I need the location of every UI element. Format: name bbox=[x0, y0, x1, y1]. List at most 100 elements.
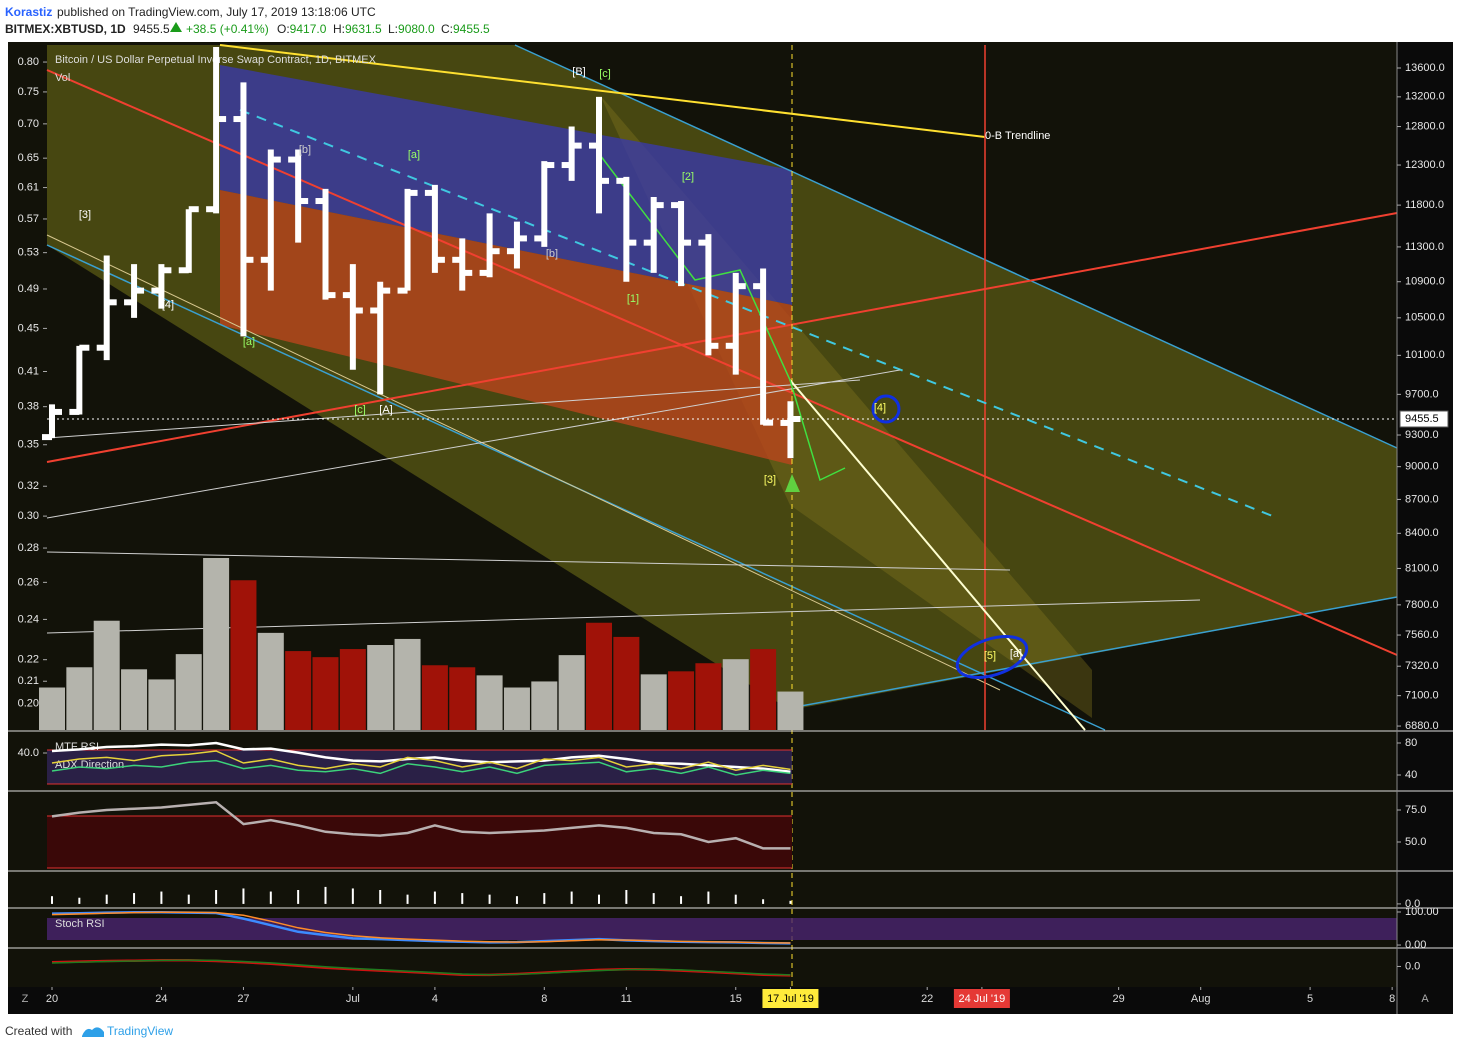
y2-tick-label: 0.22 bbox=[18, 654, 39, 666]
volume-bar bbox=[750, 649, 777, 730]
cyan-dashed bbox=[239, 109, 1276, 518]
y-tick-label: 80 bbox=[1405, 737, 1417, 749]
footer-brand[interactable]: TradingView bbox=[107, 1024, 173, 1038]
histogram-bar bbox=[105, 894, 108, 904]
volume-bar bbox=[449, 667, 476, 730]
wave-label: [a] bbox=[408, 149, 420, 161]
close-label: C: bbox=[441, 22, 453, 36]
change-arrow bbox=[170, 22, 182, 32]
x-tick-label: 8 bbox=[1389, 993, 1395, 1005]
volume-bar bbox=[175, 654, 202, 730]
wave-label: [4] bbox=[162, 299, 174, 311]
histogram-bar bbox=[406, 894, 409, 904]
x-tick-label: 17 Jul '19 bbox=[767, 993, 814, 1005]
volume-bar bbox=[722, 659, 749, 730]
high-label: H: bbox=[333, 22, 345, 36]
gray-line bbox=[46, 551, 1011, 571]
signal-triangle bbox=[785, 474, 800, 492]
chart-subtitle: Vol bbox=[55, 72, 70, 84]
last: 9455.5 bbox=[133, 22, 170, 36]
trendline-0b bbox=[219, 44, 986, 138]
wave-label: [1] bbox=[627, 293, 639, 305]
volume-bar bbox=[531, 681, 558, 730]
y-tick-label: 11300.0 bbox=[1405, 241, 1444, 253]
wave-label: [c] bbox=[599, 68, 611, 80]
histogram-bar bbox=[297, 890, 300, 904]
x-tick-label: Aug bbox=[1191, 993, 1211, 1005]
indicator-line bbox=[51, 750, 791, 771]
wave-label: [3] bbox=[79, 209, 91, 221]
y2-tick-label: 0.70 bbox=[18, 118, 39, 130]
y2-tick-label: 0.24 bbox=[18, 613, 39, 625]
channel-upper bbox=[514, 44, 1398, 449]
y-tick-label: 10900.0 bbox=[1405, 276, 1445, 288]
volume-bar bbox=[66, 667, 93, 730]
marks: 13600.013200.012800.012300.011800.011300… bbox=[18, 46, 1449, 1008]
indicator-line bbox=[51, 959, 791, 976]
indicator-line bbox=[51, 759, 791, 776]
histogram-bar bbox=[515, 896, 518, 904]
auto-button[interactable]: A bbox=[1421, 993, 1429, 1005]
volume-bar bbox=[257, 632, 284, 730]
volume-bar bbox=[777, 691, 804, 730]
x-tick-label: 24 bbox=[155, 993, 167, 1005]
histogram-bar bbox=[461, 893, 464, 904]
x-badge bbox=[762, 989, 819, 1008]
y2-tick-label: 0.53 bbox=[18, 247, 39, 259]
volume-bar bbox=[148, 679, 175, 730]
volume-bar bbox=[39, 687, 65, 730]
y2-tick-label: 40.0 bbox=[18, 747, 39, 759]
y-tick-label: 7320.0 bbox=[1405, 660, 1439, 672]
histogram-bar bbox=[625, 890, 628, 904]
volume-bar bbox=[230, 580, 257, 730]
high: 9631.5 bbox=[345, 22, 382, 36]
volume-bar bbox=[558, 655, 585, 730]
volume-bar bbox=[503, 687, 530, 730]
x-tick-label: 8 bbox=[541, 993, 547, 1005]
author[interactable]: Korastiz bbox=[5, 5, 52, 19]
y-tick-label: 0.0 bbox=[1405, 960, 1420, 972]
volume-bar bbox=[476, 675, 503, 730]
histogram-bar bbox=[734, 894, 737, 904]
y2-tick-label: 0.45 bbox=[18, 322, 39, 334]
trend-line bbox=[46, 234, 1001, 691]
symbol: BITMEX:XBTUSD, 1D bbox=[5, 22, 126, 36]
header-line-1: Korastiz published on TradingView.com, Ju… bbox=[5, 5, 376, 19]
red-line bbox=[46, 212, 1398, 463]
indicator-line bbox=[51, 801, 791, 850]
volume-bar bbox=[421, 665, 448, 730]
histogram-bar bbox=[351, 888, 354, 904]
volume-bar bbox=[394, 638, 421, 730]
channel-base bbox=[789, 596, 1398, 709]
y2-tick-label: 0.61 bbox=[18, 181, 39, 193]
x-tick-label: 4 bbox=[432, 993, 438, 1005]
histogram-bar bbox=[433, 891, 436, 904]
histogram-bar bbox=[78, 897, 81, 904]
histogram-bar bbox=[570, 891, 573, 904]
wave-label: [a] bbox=[243, 336, 255, 348]
indicator-line bbox=[51, 741, 791, 774]
wave-label: [a] bbox=[1010, 648, 1022, 660]
volume-bar bbox=[640, 674, 667, 730]
y-tick-label: 8700.0 bbox=[1405, 493, 1439, 505]
histogram-bar bbox=[488, 894, 491, 904]
low-label: L: bbox=[388, 22, 398, 36]
wave-label: 0-B Trendline bbox=[985, 130, 1050, 142]
wave-label: [3] bbox=[764, 474, 776, 486]
histogram-bar bbox=[598, 894, 600, 904]
marker-circle bbox=[871, 394, 901, 424]
histogram-bar bbox=[762, 899, 765, 904]
wave-label: [b] bbox=[299, 144, 311, 156]
volume-bar bbox=[695, 663, 722, 730]
scale-button[interactable]: Z bbox=[22, 993, 29, 1005]
x-tick-label: 11 bbox=[621, 993, 632, 1005]
y-tick-label: 9700.0 bbox=[1405, 388, 1439, 400]
volume-bar bbox=[121, 669, 148, 730]
volume-bar bbox=[668, 671, 695, 730]
last-price-label: 9455.5 bbox=[1405, 413, 1439, 425]
y2-tick-label: 0.28 bbox=[18, 542, 39, 554]
histogram-bar bbox=[680, 896, 683, 904]
x-tick-label: Jul bbox=[346, 993, 360, 1005]
y-tick-label: 100.00 bbox=[1405, 906, 1439, 918]
